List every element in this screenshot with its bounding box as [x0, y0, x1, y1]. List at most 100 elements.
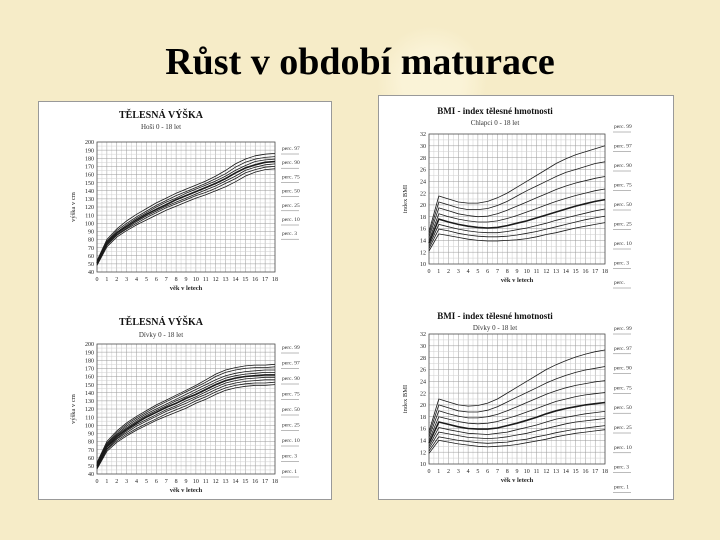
y-tick-label: 14 [420, 239, 426, 245]
plot-frame [96, 343, 276, 475]
right-chart-sheet: BMI - index tělesné hmotnosti Chlapci 0 -… [378, 95, 674, 500]
x-tick-label: 0 [428, 269, 431, 275]
y-tick-label: 180 [85, 358, 94, 364]
series-line [428, 161, 606, 235]
x-tick-label: 10 [193, 479, 199, 485]
y-tick-label: 110 [85, 415, 94, 421]
y-tick-label: 20 [420, 203, 426, 209]
x-tick-label: 3 [457, 269, 460, 275]
y-tick-label: 16 [420, 227, 426, 233]
legend-label: perc. 1 [614, 484, 629, 490]
series-line [96, 381, 276, 469]
x-tick-label: 15 [573, 469, 579, 475]
y-tick-label: 16 [420, 427, 426, 433]
x-tick-label: 16 [252, 479, 258, 485]
y-tick-label: 32 [420, 132, 426, 138]
series-line [96, 168, 276, 266]
y-tick-label: 28 [420, 156, 426, 162]
legend-label: perc. 25 [614, 425, 632, 431]
x-tick-label: 15 [573, 269, 579, 275]
chart-title: TĚLESNÁ VÝŠKA [119, 108, 204, 121]
slide-title: Růst v období maturace [165, 41, 555, 83]
y-axis-label: index BMI [402, 385, 409, 413]
series-line [96, 379, 275, 468]
legend-label: perc. 97 [282, 361, 300, 367]
x-tick-label: 1 [105, 277, 108, 283]
y-tick-label: 12 [420, 250, 426, 256]
x-tick-label: 8 [506, 469, 509, 475]
chart-subtitle: Dívky 0 - 18 let [139, 331, 183, 339]
y-tick-label: 80 [88, 238, 94, 244]
y-tick-label: 100 [85, 423, 94, 429]
series-line [428, 349, 606, 432]
x-tick-label: 8 [175, 479, 178, 485]
y-tick-label: 24 [420, 379, 426, 385]
y-tick-label: 10 [420, 462, 426, 468]
x-axis-label: věk v letech [170, 487, 203, 494]
x-tick-label: 18 [272, 479, 278, 485]
legend-label: perc. 75 [614, 385, 632, 391]
y-tick-label: 130 [85, 399, 94, 405]
y-tick-label: 90 [88, 230, 94, 236]
x-tick-label: 9 [516, 469, 519, 475]
x-tick-label: 6 [486, 269, 489, 275]
legend-label: perc. 99 [614, 326, 632, 332]
legend-label: perc. 10 [614, 445, 632, 451]
series-line [428, 425, 606, 452]
x-tick-label: 13 [223, 277, 229, 283]
x-axis-label: věk v letech [501, 277, 534, 284]
x-tick-label: 18 [272, 277, 278, 283]
y-tick-label: 150 [85, 383, 94, 389]
series-line [428, 418, 606, 449]
y-tick-label: 110 [85, 213, 94, 219]
series-line [428, 198, 606, 244]
x-tick-label: 17 [262, 479, 268, 485]
legend-label: perc. 10 [282, 438, 300, 444]
legend-label: perc. 99 [614, 124, 632, 130]
series-line [96, 374, 275, 467]
y-axis-label: index BMI [402, 185, 409, 213]
x-tick-label: 6 [486, 469, 489, 475]
plot-frame [428, 133, 606, 265]
series-line [96, 376, 275, 467]
x-tick-label: 13 [553, 269, 559, 275]
x-axis-label: věk v letech [501, 477, 534, 484]
y-tick-label: 10 [420, 262, 426, 268]
chart-title: BMI - index tělesné hmotnosti [437, 106, 553, 116]
series-line [96, 363, 276, 463]
y-tick-label: 100 [85, 221, 94, 227]
y-tick-label: 140 [85, 391, 94, 397]
x-tick-label: 7 [165, 277, 168, 283]
x-tick-label: 18 [602, 469, 608, 475]
series-line [96, 163, 276, 265]
series-line [428, 176, 606, 238]
x-tick-label: 4 [467, 269, 470, 275]
series-line [96, 366, 276, 464]
x-tick-label: 0 [96, 479, 99, 485]
y-tick-label: 80 [88, 440, 94, 446]
x-tick-label: 4 [135, 277, 138, 283]
x-tick-label: 14 [232, 277, 238, 283]
x-tick-label: 17 [262, 277, 268, 283]
y-tick-label: 90 [88, 432, 94, 438]
legend-label: perc. 90 [282, 376, 300, 382]
y-tick-label: 180 [85, 156, 94, 162]
y-tick-label: 32 [420, 332, 426, 338]
series-line [428, 222, 606, 252]
x-tick-label: 12 [543, 269, 549, 275]
x-tick-label: 11 [203, 277, 209, 283]
series-line [428, 215, 606, 249]
y-tick-label: 24 [420, 179, 426, 185]
x-tick-label: 12 [213, 277, 219, 283]
x-tick-label: 11 [203, 479, 209, 485]
y-tick-label: 130 [85, 197, 94, 203]
y-tick-label: 30 [420, 144, 426, 150]
x-tick-label: 9 [185, 479, 188, 485]
y-tick-label: 120 [85, 407, 94, 413]
x-tick-label: 3 [125, 479, 128, 485]
x-tick-label: 10 [524, 269, 530, 275]
x-tick-label: 5 [145, 479, 148, 485]
y-tick-label: 18 [420, 415, 426, 421]
y-tick-label: 120 [85, 205, 94, 211]
x-tick-label: 13 [553, 469, 559, 475]
